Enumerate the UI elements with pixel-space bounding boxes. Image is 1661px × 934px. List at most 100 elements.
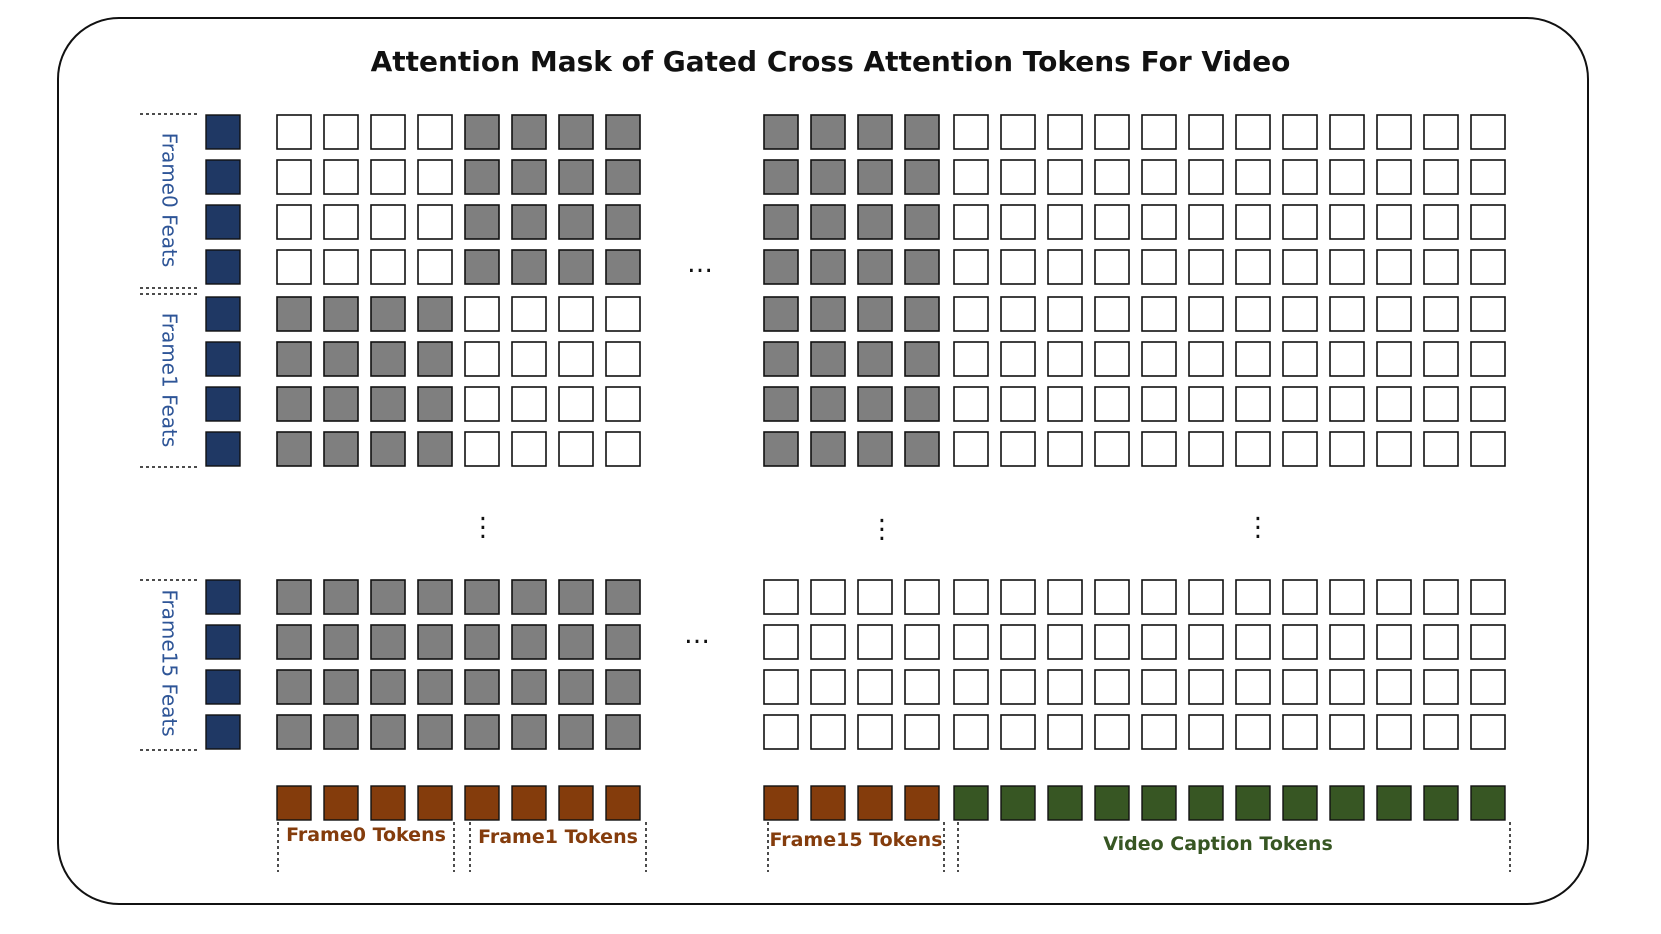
mask-cell-open — [1095, 297, 1129, 331]
mask-cell-open — [858, 625, 892, 659]
mask-cell-open — [1142, 250, 1176, 284]
mask-cell-open — [1189, 580, 1223, 614]
mask-cell-open — [465, 387, 499, 421]
mask-cell-open — [764, 580, 798, 614]
mask-cell-open — [1048, 670, 1082, 704]
mask-cell-open — [764, 625, 798, 659]
mask-cell-open — [1471, 342, 1505, 376]
frame-token — [418, 786, 452, 820]
mask-cell-open — [606, 387, 640, 421]
mask-cell-blocked — [371, 432, 405, 466]
mask-cell-open — [1283, 115, 1317, 149]
mask-cell-open — [954, 297, 988, 331]
mask-cell-open — [1001, 580, 1035, 614]
mask-cell-open — [1189, 432, 1223, 466]
mask-cell-open — [1236, 297, 1270, 331]
mask-cell-open — [1001, 670, 1035, 704]
mask-cell-blocked — [905, 387, 939, 421]
mask-cell-blocked — [811, 432, 845, 466]
frame-token — [811, 786, 845, 820]
mask-cell-blocked — [465, 160, 499, 194]
mask-cell-blocked — [811, 250, 845, 284]
mask-cell-blocked — [905, 115, 939, 149]
mask-cell-open — [1189, 387, 1223, 421]
feat-block — [206, 250, 240, 284]
mask-cell-open — [1048, 250, 1082, 284]
mask-cell-blocked — [371, 387, 405, 421]
mask-cell-blocked — [606, 160, 640, 194]
feat-block — [206, 387, 240, 421]
mask-cell-open — [1377, 625, 1411, 659]
feat-block — [206, 625, 240, 659]
mask-cell-open — [559, 387, 593, 421]
mask-cell-blocked — [465, 250, 499, 284]
mask-cell-open — [1236, 115, 1270, 149]
mask-cell-blocked — [905, 432, 939, 466]
mask-cell-open — [1142, 387, 1176, 421]
mask-cell-open — [1236, 160, 1270, 194]
mask-cell-open — [418, 115, 452, 149]
mask-cell-open — [418, 160, 452, 194]
mask-cell-open — [371, 160, 405, 194]
frame-token — [764, 786, 798, 820]
mask-cell-blocked — [324, 432, 358, 466]
mask-cell-open — [1471, 250, 1505, 284]
mask-cell-blocked — [418, 387, 452, 421]
caption-token — [1471, 786, 1505, 820]
mask-cell-open — [1424, 342, 1458, 376]
mask-cell-open — [1236, 387, 1270, 421]
mask-cell-open — [418, 205, 452, 239]
mask-cell-open — [1330, 670, 1364, 704]
mask-cell-open — [1048, 342, 1082, 376]
mask-cell-blocked — [811, 297, 845, 331]
mask-cell-blocked — [418, 342, 452, 376]
mask-cell-open — [1236, 250, 1270, 284]
mask-cell-open — [465, 297, 499, 331]
mask-cell-open — [954, 625, 988, 659]
mask-cell-blocked — [764, 115, 798, 149]
mask-cell-blocked — [606, 250, 640, 284]
mask-cell-open — [1048, 580, 1082, 614]
mask-cell-open — [1471, 297, 1505, 331]
feat-block — [206, 432, 240, 466]
mask-cell-open — [1330, 250, 1364, 284]
mask-cell-open — [1471, 432, 1505, 466]
mask-cell-blocked — [512, 625, 546, 659]
mask-cell-open — [606, 342, 640, 376]
mask-cell-open — [905, 670, 939, 704]
mask-cell-open — [905, 625, 939, 659]
mask-cell-blocked — [606, 205, 640, 239]
mask-cell-blocked — [277, 342, 311, 376]
mask-cell-open — [1330, 715, 1364, 749]
mask-cell-open — [1048, 205, 1082, 239]
mask-cell-open — [1471, 160, 1505, 194]
mask-cell-open — [954, 115, 988, 149]
mask-cell-open — [371, 205, 405, 239]
mask-cell-open — [1283, 297, 1317, 331]
caption-token — [1095, 786, 1129, 820]
mask-cell-blocked — [277, 625, 311, 659]
mask-cell-open — [1377, 297, 1411, 331]
mask-cell-open — [1048, 387, 1082, 421]
mask-cell-blocked — [764, 387, 798, 421]
mask-cell-blocked — [418, 297, 452, 331]
mask-cell-blocked — [277, 432, 311, 466]
mask-cell-open — [1189, 160, 1223, 194]
mask-cell-open — [1330, 342, 1364, 376]
mask-cell-open — [954, 715, 988, 749]
mask-cell-open — [1001, 160, 1035, 194]
mask-cell-open — [465, 432, 499, 466]
mask-cell-open — [1424, 625, 1458, 659]
mask-cell-open — [1001, 387, 1035, 421]
row-group-label: Frame1 Feats — [158, 313, 182, 448]
mask-cell-open — [1424, 160, 1458, 194]
mask-cell-open — [1424, 250, 1458, 284]
mask-cell-open — [1095, 250, 1129, 284]
mask-cell-open — [1189, 625, 1223, 659]
mask-cell-open — [1189, 250, 1223, 284]
mask-cell-open — [1048, 160, 1082, 194]
mask-cell-blocked — [277, 715, 311, 749]
mask-cell-blocked — [277, 297, 311, 331]
mask-cell-blocked — [764, 297, 798, 331]
mask-cell-open — [1330, 115, 1364, 149]
